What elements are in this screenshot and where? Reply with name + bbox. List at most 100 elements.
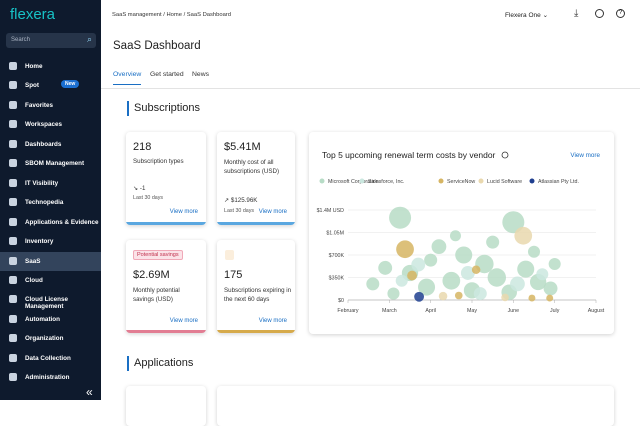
legend-label: Salesforce, Inc. [368, 179, 405, 185]
nav-item[interactable]: Spot New [0, 76, 101, 95]
nav-label: Applications & Evidence [25, 218, 99, 226]
legend-label: Microsoft Corporation [328, 179, 379, 185]
view-more[interactable]: View more [258, 209, 287, 215]
card-accent [217, 330, 295, 333]
card-change: ↘ -1 [133, 185, 146, 192]
legend-label: Atlassian Pty Ltd. [538, 179, 579, 185]
view-more[interactable]: View more [570, 152, 600, 159]
nav-item[interactable]: Inventory [0, 232, 101, 251]
bubble [449, 230, 461, 242]
nav-item[interactable]: Technopedia [0, 193, 101, 212]
view-more[interactable]: View more [169, 318, 198, 324]
nav-label: Favorites [25, 101, 53, 109]
search-box[interactable]: Search ⌕ [6, 33, 96, 48]
y-tick-label: $350K [329, 276, 345, 282]
bubble [460, 266, 475, 280]
card-value: $2.69M [133, 269, 170, 281]
x-tick-label: March [382, 308, 397, 314]
nav-icon [9, 314, 17, 323]
x-tick-label: August [588, 308, 605, 314]
nav-label: Inventory [25, 238, 54, 246]
nav-item[interactable]: Organization [0, 329, 101, 348]
nav-icon [9, 256, 17, 265]
org-name: Flexera One [505, 12, 541, 19]
logo[interactable]: flexera [10, 6, 56, 23]
bubble [536, 268, 549, 281]
nav-label: Home [25, 63, 43, 70]
savings-badge: Potential savings [133, 250, 183, 260]
bubble [431, 239, 447, 255]
nav-item[interactable]: Cloud License Management [0, 290, 101, 310]
nav-item[interactable]: Home [0, 57, 101, 76]
bubble [473, 287, 487, 301]
collapse-button[interactable]: « [86, 385, 93, 399]
user-icon[interactable] [595, 9, 604, 18]
view-more[interactable]: View more [258, 318, 287, 324]
nav-label: Data Collection [25, 354, 71, 362]
card-period: Last 30 days [224, 208, 255, 214]
x-tick-label: February [337, 308, 359, 314]
bubble [387, 287, 400, 300]
chart-title: Top 5 upcoming renewal term costs by ven… [322, 150, 496, 160]
bubble [471, 265, 481, 275]
search-placeholder: Search [11, 37, 31, 43]
card-icon [225, 250, 234, 260]
stat-card: 218 Subscription types ↘ -1 Last 30 days… [126, 132, 206, 225]
section-title: Applications [134, 357, 194, 369]
chart-card: Top 5 upcoming renewal term costs by ven… [309, 132, 614, 334]
card-label: Subscriptions expiring in the next 60 da… [224, 287, 292, 303]
nav-item[interactable]: Dashboards [0, 135, 101, 154]
bubble [486, 235, 500, 249]
nav-icon [9, 159, 17, 168]
new-badge: New [61, 80, 80, 89]
card-label: Subscription types [133, 158, 184, 165]
y-tick-label: $700K [329, 253, 345, 259]
nav-item[interactable]: Automation [0, 310, 101, 329]
section-marker [127, 356, 129, 371]
nav-item[interactable]: Administration [0, 368, 101, 387]
view-more[interactable]: View more [169, 209, 198, 215]
legend-swatch [478, 178, 484, 184]
nav-label: Cloud [25, 276, 43, 284]
page-title: SaaS Dashboard [113, 40, 201, 52]
bubble [378, 260, 393, 275]
stat-card: Potential savings $2.69M Monthly potenti… [126, 240, 206, 333]
bubble [454, 291, 463, 300]
tab[interactable]: Get started [150, 71, 184, 78]
bubble [510, 276, 525, 292]
help-icon[interactable]: ? [616, 9, 625, 18]
nav-item[interactable]: Favorites [0, 96, 101, 115]
nav-label: Administration [25, 374, 70, 382]
section-title: Subscriptions [134, 102, 201, 114]
nav-item[interactable]: SBOM Management [0, 154, 101, 173]
download-icon[interactable]: ⤓ [574, 8, 579, 19]
nav-item[interactable]: Data Collection [0, 349, 101, 368]
x-tick-label: April [425, 308, 436, 314]
legend-swatch [359, 178, 365, 184]
bubble [396, 240, 414, 259]
bubble [442, 271, 461, 290]
nav-item[interactable]: Workspaces [0, 115, 101, 134]
bubble [528, 294, 536, 302]
bubble [517, 260, 535, 278]
tab[interactable]: News [192, 71, 209, 78]
bubble [487, 268, 507, 287]
info-icon[interactable] [501, 151, 509, 159]
org-select[interactable]: Flexera One ⌄ [505, 12, 549, 19]
nav-item[interactable]: Applications & Evidence [0, 213, 101, 232]
nav-item[interactable]: SaaS [0, 251, 101, 271]
page: flexera Search ⌕ Home Spot New Favorites Wor… [0, 0, 640, 400]
bubble [414, 291, 425, 302]
breadcrumb: SaaS management / Home / SaaS Dashboard [112, 12, 231, 18]
change-value: -1 [139, 185, 146, 192]
nav-icon [9, 81, 17, 90]
nav-item[interactable]: IT Visibility [0, 174, 101, 193]
section-marker [127, 101, 129, 116]
tab[interactable]: Overview [113, 71, 142, 85]
nav-icon [9, 334, 17, 343]
crumb[interactable]: Home [166, 12, 182, 18]
y-tick-label: $1.4M USD [317, 208, 345, 214]
nav-item[interactable]: Cloud [0, 271, 101, 290]
crumb[interactable]: SaaS management [112, 12, 162, 18]
divider [101, 88, 640, 89]
